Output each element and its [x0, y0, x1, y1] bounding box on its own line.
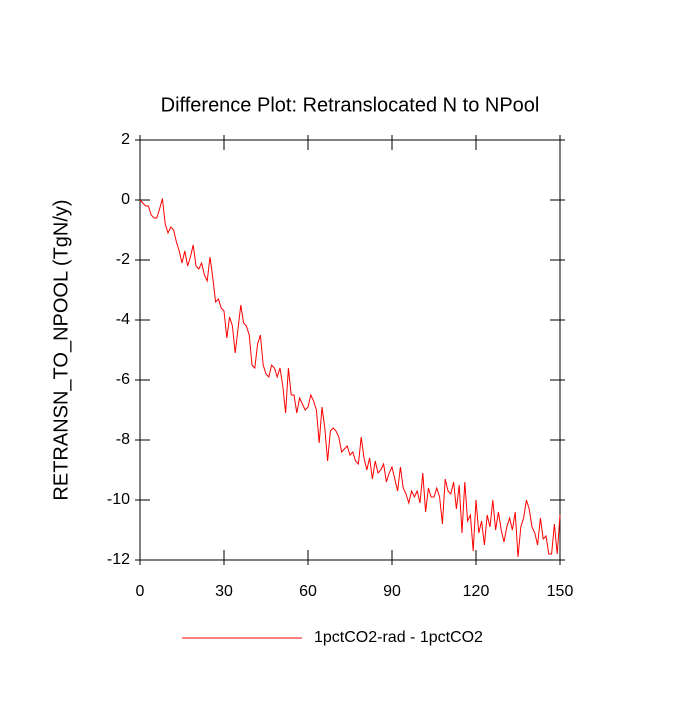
- legend-label: 1pctCO2-rad - 1pctCO2: [314, 629, 483, 646]
- x-tick-label: 90: [383, 583, 401, 600]
- x-tick-label: 60: [299, 583, 317, 600]
- y-tick-label: -4: [116, 311, 130, 328]
- y-tick-label: -2: [116, 251, 130, 268]
- data-line: [139, 198, 561, 558]
- y-tick-label: 0: [121, 191, 130, 208]
- y-tick-label: 2: [121, 131, 130, 148]
- x-tick-label: 30: [215, 583, 233, 600]
- y-axis-label: RETRANSN_TO_NPOOL (TgN/y): [50, 199, 72, 500]
- x-tick-label: 150: [547, 583, 574, 600]
- x-tick-label: 0: [136, 583, 145, 600]
- x-tick-label: 120: [463, 583, 490, 600]
- chart-title: Difference Plot: Retranslocated N to NPo…: [161, 94, 540, 116]
- y-tick-label: -8: [116, 431, 130, 448]
- plot-frame: [139, 139, 561, 561]
- y-tick-label: -6: [116, 371, 130, 388]
- y-tick-label: -12: [107, 551, 130, 568]
- y-tick-label: -10: [107, 491, 130, 508]
